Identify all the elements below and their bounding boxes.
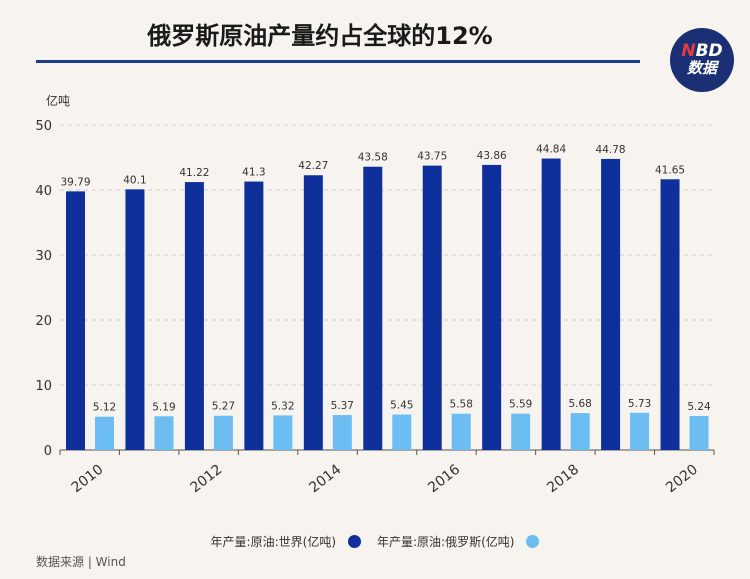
bar-world xyxy=(660,179,680,450)
data-label-world: 42.27 xyxy=(298,160,328,172)
data-label-world: 41.65 xyxy=(655,164,685,176)
bar-world xyxy=(244,181,264,451)
title-underline xyxy=(36,60,640,63)
y-axis-unit: 亿吨 xyxy=(46,94,71,108)
data-label-world: 40.1 xyxy=(123,174,146,186)
data-label-russia: 5.59 xyxy=(509,399,532,411)
x-tick-label: 2012 xyxy=(187,462,225,497)
bar-world xyxy=(541,158,561,451)
legend-label-world: 年产量:原油:世界(亿吨) xyxy=(210,535,336,549)
chart-legend: 年产量:原油:世界(亿吨) 年产量:原油:俄罗斯(亿吨) xyxy=(0,533,750,550)
y-tick-label: 0 xyxy=(44,444,52,459)
data-source: 数据来源 | Wind xyxy=(36,555,126,569)
data-label-world: 43.86 xyxy=(477,150,507,162)
legend-item-russia: 年产量:原油:俄罗斯(亿吨) xyxy=(377,533,540,550)
bar-world xyxy=(125,189,145,450)
y-tick-label: 10 xyxy=(35,379,52,394)
data-label-russia: 5.27 xyxy=(212,401,235,413)
nbd-logo: NBD 数据 xyxy=(670,28,734,92)
data-label-world: 41.3 xyxy=(242,167,265,179)
data-label-world: 41.22 xyxy=(179,167,209,179)
legend-swatch-russia xyxy=(526,535,540,548)
legend-item-world: 年产量:原油:世界(亿吨) xyxy=(211,533,361,550)
bar-world xyxy=(482,164,502,450)
y-tick-label: 30 xyxy=(35,249,52,264)
x-tick-label: 2016 xyxy=(425,462,463,497)
bar-russia xyxy=(451,413,471,450)
bar-russia xyxy=(213,415,233,450)
data-label-russia: 5.37 xyxy=(331,400,354,412)
bar-russia xyxy=(95,416,114,450)
data-label-world: 44.84 xyxy=(536,144,566,156)
data-label-world: 39.79 xyxy=(60,176,90,188)
bar-world xyxy=(363,166,383,451)
bar-russia xyxy=(689,415,709,450)
y-tick-label: 40 xyxy=(35,184,52,199)
y-tick-label: 50 xyxy=(35,119,52,134)
data-label-russia: 5.45 xyxy=(390,400,413,412)
x-tick-label: 2010 xyxy=(69,462,107,497)
data-label-russia: 5.32 xyxy=(271,400,294,412)
data-label-russia: 5.19 xyxy=(152,401,175,413)
data-label-russia: 5.68 xyxy=(568,398,591,410)
data-label-world: 43.58 xyxy=(358,152,388,164)
data-label-russia: 5.24 xyxy=(687,401,711,413)
y-tick-label: 20 xyxy=(35,314,52,329)
bar-world xyxy=(303,175,323,450)
bar-russia xyxy=(511,413,531,450)
chart-title: 俄罗斯原油产量约占全球的12% xyxy=(147,22,493,50)
bar-world xyxy=(422,165,442,450)
x-tick-label: 2014 xyxy=(306,462,344,497)
bar-russia xyxy=(392,414,412,450)
data-label-russia: 5.12 xyxy=(93,402,116,414)
bar-russia xyxy=(570,413,590,450)
data-label-world: 44.78 xyxy=(596,144,626,156)
data-label-russia: 5.73 xyxy=(628,398,651,410)
bar-russia xyxy=(273,415,293,450)
bar-russia xyxy=(630,412,650,450)
bar-world xyxy=(66,191,85,451)
bar-russia xyxy=(332,415,352,450)
x-tick-label: 2020 xyxy=(663,462,701,497)
bar-world xyxy=(601,158,621,450)
bar-chart: 0 10 20 30 40 50 39.79 5.12 2010 40.1 5.19 41.22 5.2… xyxy=(35,119,715,497)
data-label-russia: 5.58 xyxy=(450,399,473,411)
x-tick-label: 2018 xyxy=(544,462,582,497)
bar-russia xyxy=(154,416,174,450)
legend-label-russia: 年产量:原油:俄罗斯(亿吨) xyxy=(377,535,515,549)
legend-swatch-world xyxy=(348,535,361,548)
data-label-world: 43.75 xyxy=(417,151,447,163)
bar-world xyxy=(184,182,204,450)
